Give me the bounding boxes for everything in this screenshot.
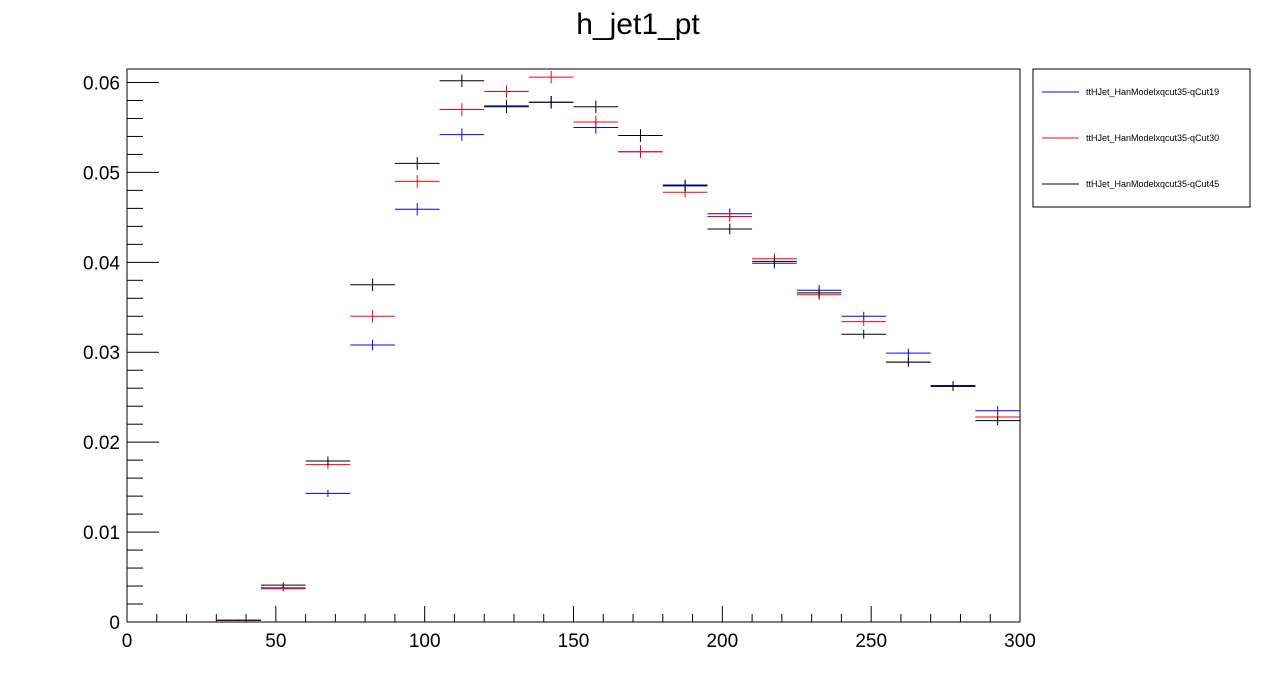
series-group — [171, 95, 1020, 623]
legend-label: ttHJet_HanModelxqcut35-qCut45 — [1086, 179, 1219, 189]
legend: ttHJet_HanModelxqcut35-qCut19 ttHJet_HanM… — [1032, 68, 1251, 208]
y-tick-label: 0.03 — [83, 343, 120, 364]
y-tick-label: 0.02 — [83, 433, 120, 454]
y-tick-label: 0 — [109, 613, 120, 634]
y-tick-label: 0.01 — [83, 523, 120, 544]
y-tick-label: 0.04 — [83, 253, 120, 274]
legend-label: ttHJet_HanModelxqcut35-qCut30 — [1086, 133, 1219, 143]
x-tick-label: 50 — [265, 631, 286, 652]
legend-label: ttHJet_HanModelxqcut35-qCut19 — [1086, 87, 1219, 97]
y-tick-label: 0.06 — [83, 73, 120, 94]
plot-frame — [126, 68, 1021, 623]
x-tick-label: 0 — [122, 631, 133, 652]
x-tick-label: 100 — [409, 631, 441, 652]
x-tick-label: 200 — [706, 631, 738, 652]
data-marks — [171, 70, 1020, 623]
x-tick-label: 150 — [558, 631, 590, 652]
y-tick-label: 0.05 — [83, 163, 120, 184]
series-group — [171, 74, 1020, 623]
series-group — [171, 70, 1020, 623]
chart-title: h_jet1_pt — [576, 8, 700, 41]
x-tick-label: 300 — [1004, 631, 1036, 652]
x-tick-label: 250 — [855, 631, 887, 652]
axis-ticks: 0 50 100 150 200 250 300 0 0.01 0.02 0.03 0.04 0.05 0… — [83, 73, 1036, 652]
